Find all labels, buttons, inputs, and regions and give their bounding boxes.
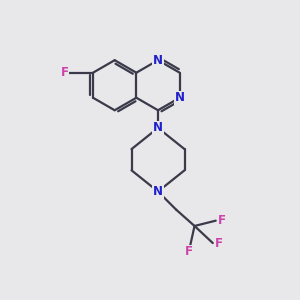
Text: N: N [153,122,163,134]
Text: N: N [153,185,163,198]
Text: F: F [184,245,193,258]
Text: N: N [153,54,163,67]
Text: F: F [60,66,68,79]
Text: N: N [175,91,185,104]
Text: F: F [215,236,223,250]
Text: F: F [218,214,226,227]
